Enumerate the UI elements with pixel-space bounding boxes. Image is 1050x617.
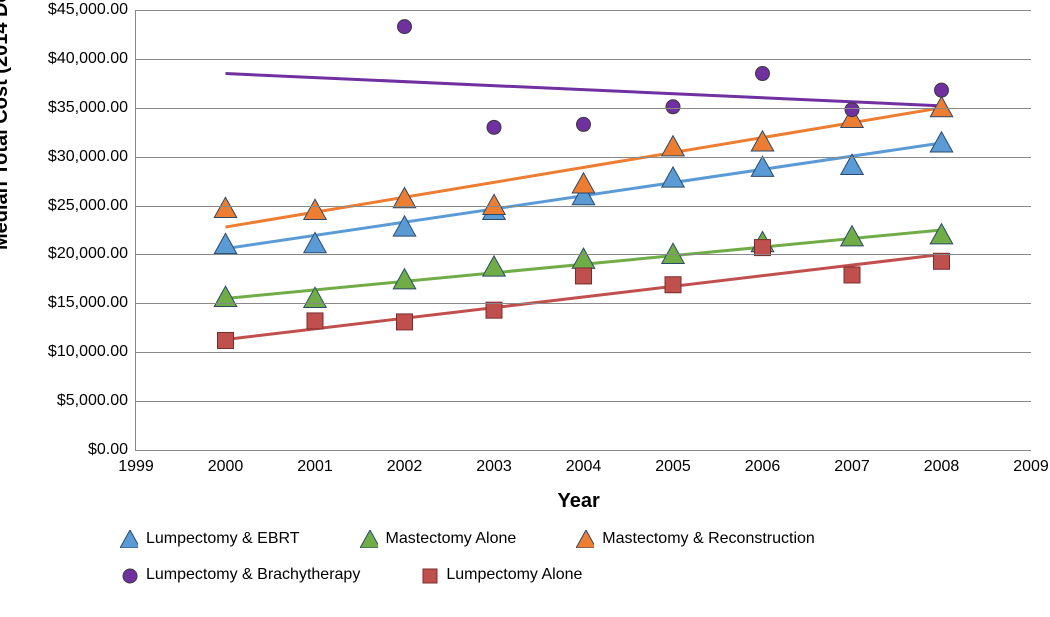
legend-label: Lumpectomy Alone <box>446 566 582 584</box>
legend-item: Lumpectomy & EBRT <box>120 530 300 548</box>
data-point <box>841 226 864 246</box>
gridline <box>136 59 1031 60</box>
data-point <box>576 268 592 284</box>
data-point <box>576 530 594 548</box>
legend-marker-icon <box>120 530 138 548</box>
data-point <box>487 120 501 134</box>
x-axis-label: Year <box>558 490 600 513</box>
data-point <box>665 277 681 293</box>
data-point <box>218 332 234 348</box>
x-tick-label: 2003 <box>476 450 512 476</box>
data-point <box>486 302 502 318</box>
legend-marker-icon <box>120 566 138 584</box>
legend-marker-icon <box>360 530 378 548</box>
legend-label: Lumpectomy & Brachytherapy <box>146 566 360 584</box>
legend-item: Lumpectomy & Brachytherapy <box>120 566 360 584</box>
data-point <box>662 136 685 156</box>
data-point <box>483 194 506 214</box>
data-point <box>423 569 437 583</box>
data-point <box>214 197 237 217</box>
gridline <box>136 206 1031 207</box>
y-tick-label: $30,000.00 <box>48 148 136 166</box>
data-point <box>120 530 138 548</box>
data-point <box>755 240 771 256</box>
data-point <box>756 67 770 81</box>
gridline <box>136 10 1031 11</box>
chart-svg <box>136 10 1031 450</box>
data-point <box>930 224 953 244</box>
legend-row: Lumpectomy & EBRT Mastectomy Alone Mastect… <box>120 530 1020 548</box>
x-tick-label: 2009 <box>1013 450 1049 476</box>
legend-item: Lumpectomy Alone <box>420 566 582 584</box>
y-tick-label: $45,000.00 <box>48 1 136 19</box>
data-point <box>304 199 327 219</box>
legend-marker-icon <box>420 566 438 584</box>
data-point <box>577 117 591 131</box>
y-tick-label: $10,000.00 <box>48 343 136 361</box>
legend-label: Mastectomy & Reconstruction <box>602 530 815 548</box>
x-tick-label: 1999 <box>118 450 154 476</box>
y-tick-label: $35,000.00 <box>48 99 136 117</box>
x-tick-label: 2004 <box>566 450 602 476</box>
chart-container: Median Total Cost (2014 Dollars) $0.00$5… <box>0 0 1050 617</box>
legend: Lumpectomy & EBRT Mastectomy Alone Mastect… <box>120 530 1020 602</box>
y-tick-label: $15,000.00 <box>48 294 136 312</box>
data-point <box>751 156 774 176</box>
legend-marker-icon <box>576 530 594 548</box>
data-point <box>935 83 949 97</box>
plot-area: $0.00$5,000.00$10,000.00$15,000.00$20,00… <box>135 10 1031 451</box>
y-axis-label: Median Total Cost (2014 Dollars) <box>0 0 13 250</box>
data-point <box>398 20 412 34</box>
data-point <box>572 173 595 193</box>
data-point <box>662 167 685 187</box>
legend-item: Mastectomy & Reconstruction <box>576 530 815 548</box>
x-tick-label: 2001 <box>297 450 333 476</box>
x-tick-label: 2007 <box>834 450 870 476</box>
legend-item: Mastectomy Alone <box>360 530 517 548</box>
data-point <box>360 530 378 548</box>
x-tick-label: 2005 <box>655 450 691 476</box>
data-point <box>572 248 595 268</box>
gridline <box>136 108 1031 109</box>
gridline <box>136 157 1031 158</box>
data-point <box>307 313 323 329</box>
data-point <box>930 132 953 152</box>
x-tick-label: 2000 <box>208 450 244 476</box>
trend-line <box>226 74 942 106</box>
x-tick-label: 2002 <box>387 450 423 476</box>
gridline <box>136 303 1031 304</box>
gridline <box>136 401 1031 402</box>
data-point <box>845 103 859 117</box>
x-tick-label: 2006 <box>745 450 781 476</box>
y-tick-label: $5,000.00 <box>57 392 136 410</box>
data-point <box>483 256 506 276</box>
data-point <box>751 131 774 151</box>
x-tick-label: 2008 <box>924 450 960 476</box>
y-tick-label: $25,000.00 <box>48 197 136 215</box>
y-tick-label: $20,000.00 <box>48 245 136 263</box>
gridline <box>136 254 1031 255</box>
data-point <box>662 243 685 263</box>
data-point <box>934 253 950 269</box>
legend-row: Lumpectomy & Brachytherapy Lumpectomy Alo… <box>120 566 1020 584</box>
y-tick-label: $40,000.00 <box>48 50 136 68</box>
data-point <box>397 314 413 330</box>
data-point <box>214 233 237 253</box>
legend-label: Lumpectomy & EBRT <box>146 530 300 548</box>
data-point <box>393 269 416 289</box>
legend-label: Mastectomy Alone <box>386 530 517 548</box>
gridline <box>136 352 1031 353</box>
data-point <box>844 267 860 283</box>
data-point <box>393 216 416 236</box>
data-point <box>123 569 137 583</box>
